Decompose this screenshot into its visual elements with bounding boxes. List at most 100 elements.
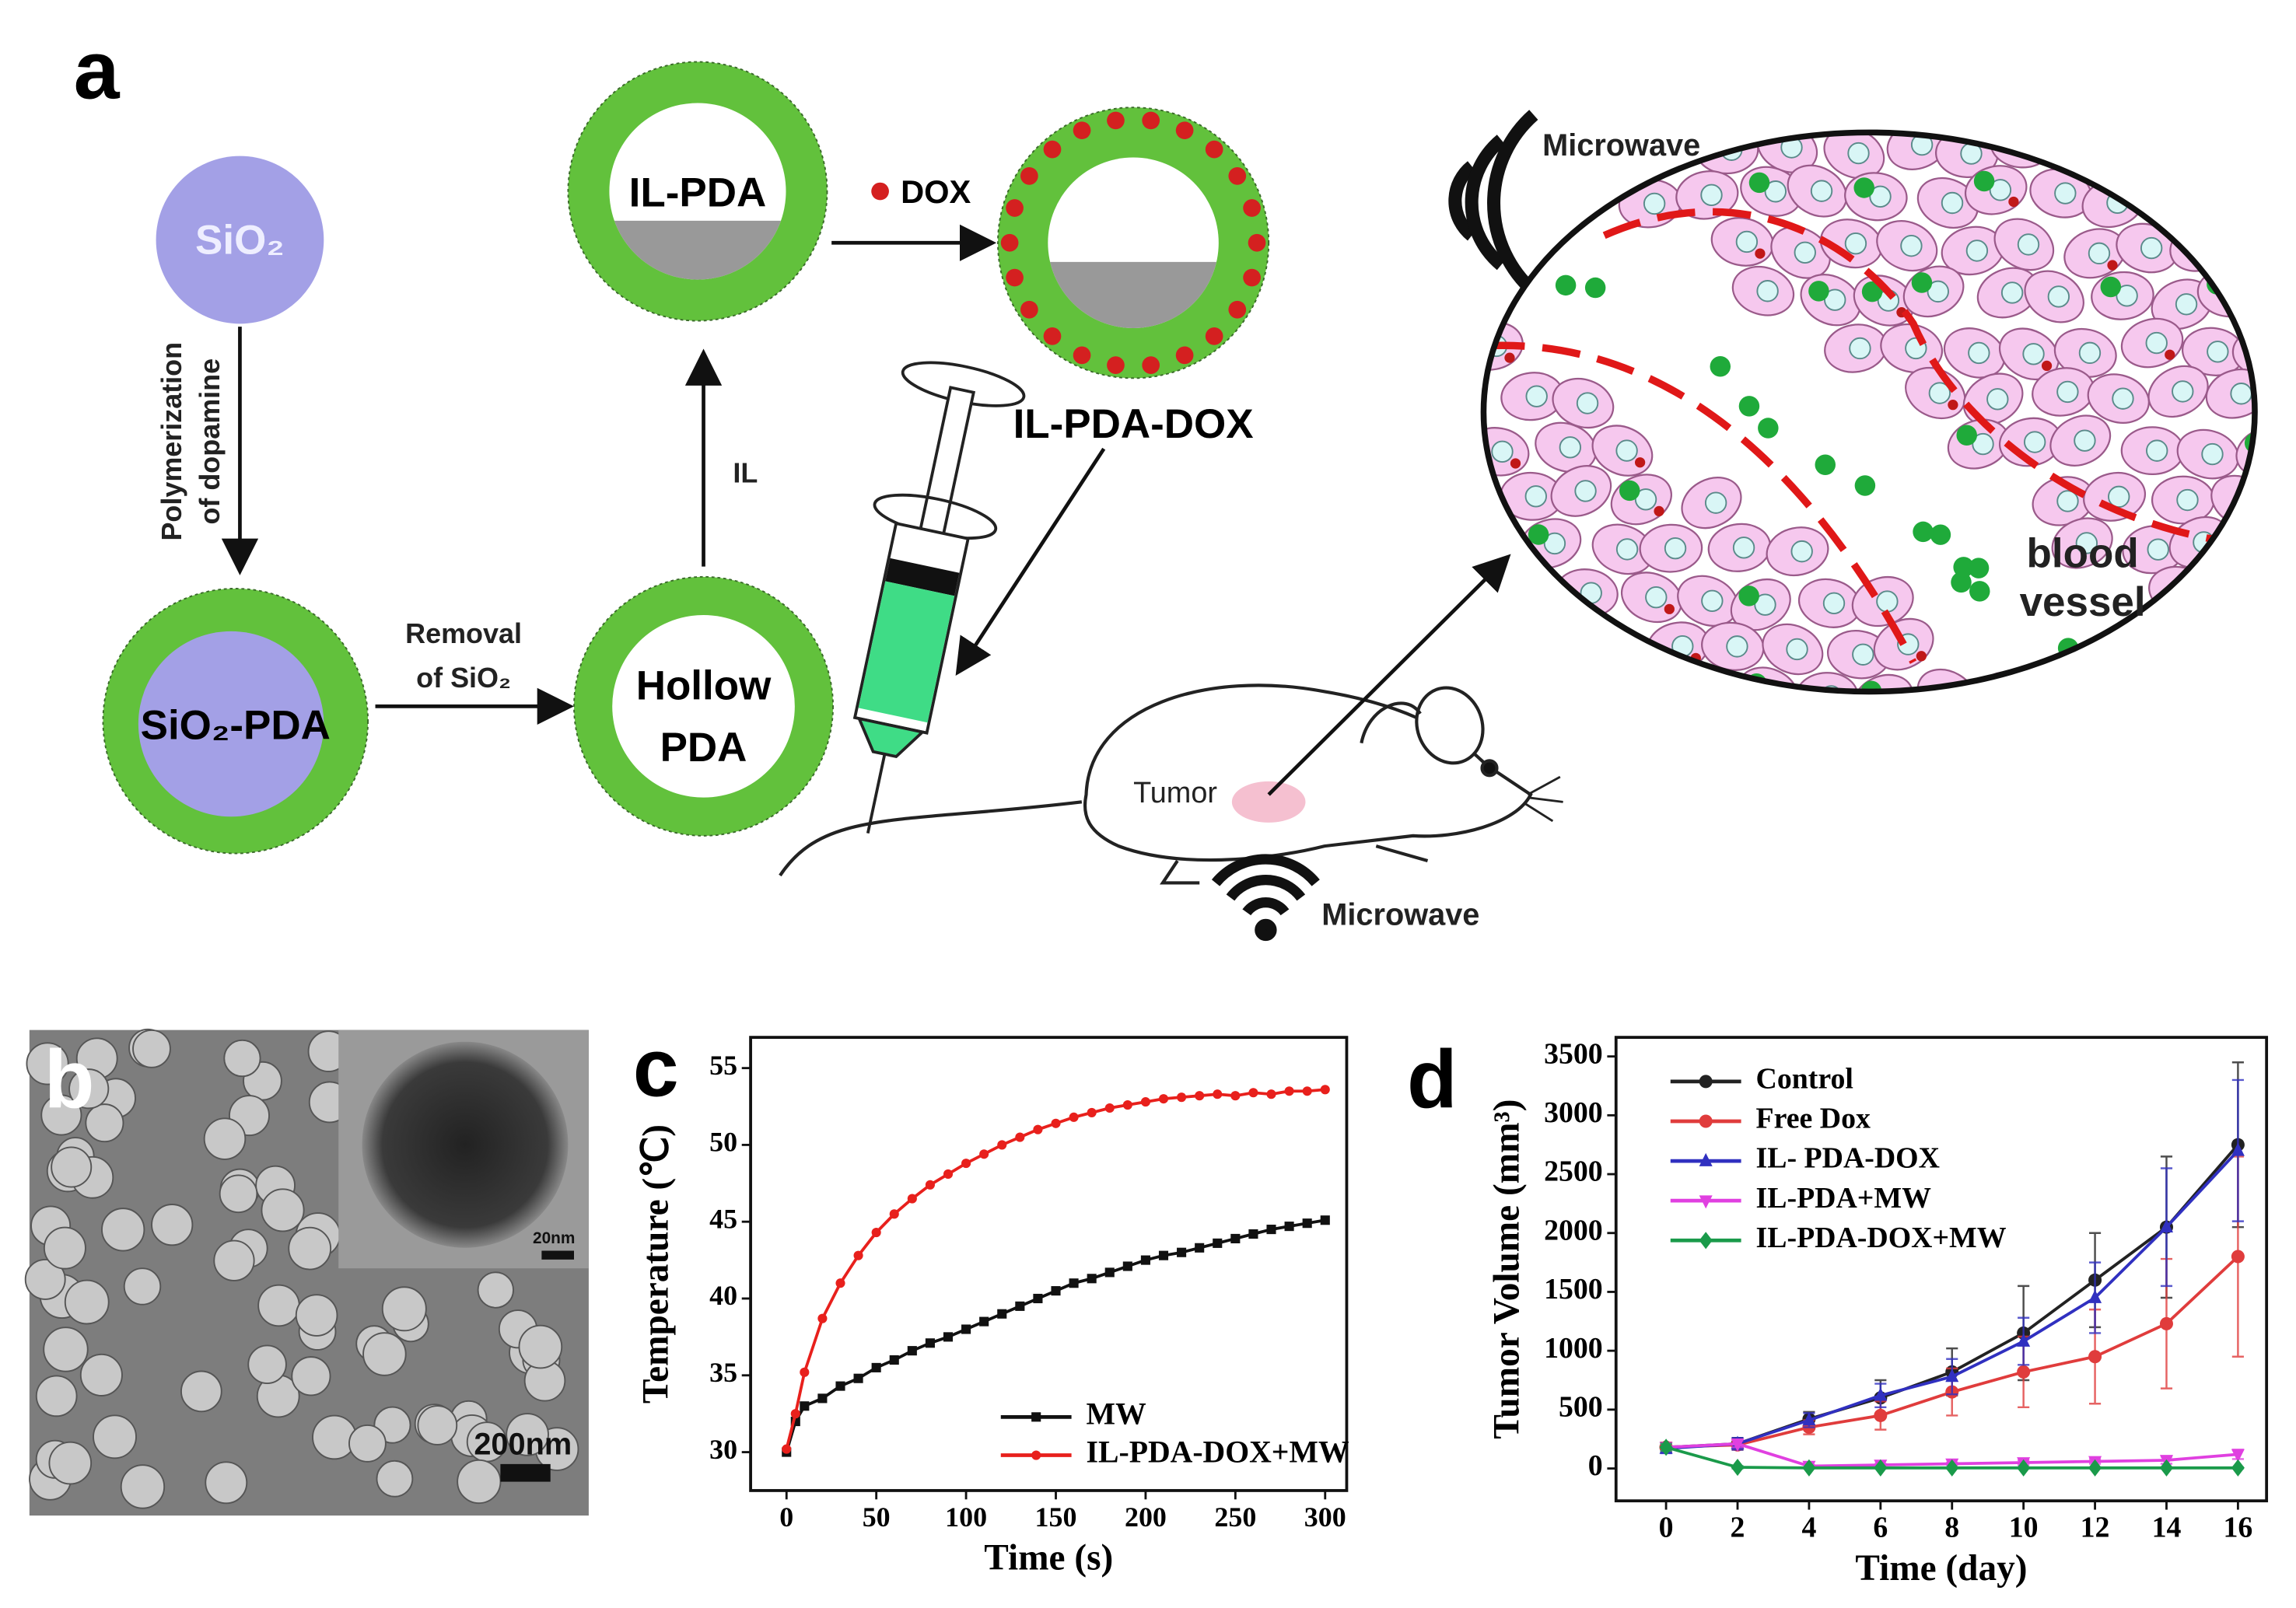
marker [1731, 1458, 1745, 1477]
marker [1230, 1233, 1241, 1243]
nucleus [1615, 538, 1639, 561]
y-tick-label: 1000 [1544, 1332, 1603, 1365]
label: IL [733, 457, 758, 489]
nucleus [1941, 191, 1964, 215]
x-tick-label: 16 [2223, 1512, 2252, 1544]
nucleus [1521, 683, 1545, 692]
marker [979, 1316, 989, 1327]
nucleus [1754, 593, 1776, 616]
marker [1195, 1243, 1205, 1253]
cell [2259, 170, 2296, 230]
dox-dot [871, 182, 889, 201]
x-tick-label: 6 [1873, 1512, 1888, 1544]
particle [120, 1464, 166, 1509]
particle [381, 1286, 427, 1332]
label: SiO₂ [195, 217, 285, 263]
label: DOX [901, 173, 971, 210]
dox-dots [1000, 111, 1266, 374]
marker [907, 1346, 917, 1356]
nucleus [1524, 485, 1547, 508]
nucleus [1612, 640, 1634, 663]
nucleus [2175, 293, 2198, 316]
particle [223, 1039, 261, 1078]
nucleus [1794, 241, 1816, 264]
nucleus [2195, 134, 2218, 156]
nanoparticle [1913, 521, 1934, 543]
y-tick-label: 0 [1588, 1449, 1603, 1482]
dox-dot [1248, 233, 1266, 252]
marker [871, 1362, 881, 1372]
cell [2256, 557, 2296, 624]
particle [101, 1208, 145, 1252]
nucleus [2140, 236, 2163, 260]
nucleus [1993, 686, 2015, 692]
dox [1634, 457, 1646, 468]
nanoparticle [1528, 524, 1549, 545]
dox [2241, 299, 2252, 310]
marker [889, 1209, 899, 1219]
nanoparticle [1483, 327, 1491, 348]
nucleus [2163, 186, 2186, 208]
nanoparticle [1951, 572, 1972, 593]
nucleus [1735, 230, 1759, 253]
marker [1874, 1459, 1888, 1477]
nanoparticle [1758, 418, 1779, 439]
nucleus [2054, 182, 2077, 204]
sio2-particle [156, 156, 324, 324]
dox-dot [1228, 166, 1247, 185]
plot-frame [749, 1036, 1349, 1492]
marker [1248, 1229, 1258, 1239]
tumor [1231, 781, 1306, 823]
legend-marker [1699, 1232, 1713, 1250]
nucleus [2203, 629, 2226, 652]
particle [24, 1259, 66, 1300]
nanoparticle [1930, 524, 1951, 545]
nucleus [1844, 232, 1867, 255]
particle [151, 1204, 194, 1246]
nucleus [2172, 380, 2194, 403]
nucleus [1790, 540, 1813, 563]
label: blood [2027, 530, 2139, 576]
nanoparticle [2100, 276, 2122, 298]
marker [907, 1194, 917, 1204]
marker [790, 1409, 800, 1419]
marker [1122, 1261, 1132, 1271]
marker [1284, 1086, 1294, 1096]
nucleus [1968, 341, 1990, 365]
marker [2088, 1289, 2102, 1303]
particle [48, 1441, 93, 1485]
marker [1230, 1091, 1241, 1101]
cell [2242, 616, 2256, 667]
particle [123, 1267, 162, 1306]
particle [79, 1353, 123, 1397]
y-tick-label: 35 [709, 1357, 737, 1388]
nucleus [2207, 341, 2229, 363]
nucleus [1576, 392, 1599, 414]
nucleus [2116, 285, 2138, 307]
nanoparticle [1555, 274, 1577, 296]
nucleus [2074, 429, 2096, 452]
particle [26, 1042, 69, 1085]
scale-bar [500, 1463, 551, 1482]
particle [68, 1068, 110, 1110]
nanoparticle [2127, 134, 2149, 156]
nucleus [1491, 440, 1514, 463]
marker [1051, 1286, 1061, 1296]
cell [2118, 132, 2182, 178]
x-tick-label: 200 [1125, 1501, 1167, 1533]
particle [203, 1117, 247, 1160]
nanoparticle [1738, 396, 1760, 417]
x-tick-label: 2 [1731, 1512, 1745, 1544]
nucleus [1986, 388, 2009, 411]
marker [800, 1401, 810, 1411]
label: Tumor [1133, 777, 1217, 809]
tem-particle [362, 1041, 569, 1248]
marker [1104, 1267, 1115, 1278]
dox-dot [1175, 121, 1194, 140]
nucleus [1615, 439, 1638, 462]
nucleus [2292, 484, 2296, 505]
nucleus [2230, 383, 2252, 405]
arrow [1267, 554, 1511, 796]
nucleus [1822, 592, 1846, 615]
cell [1483, 624, 1527, 677]
